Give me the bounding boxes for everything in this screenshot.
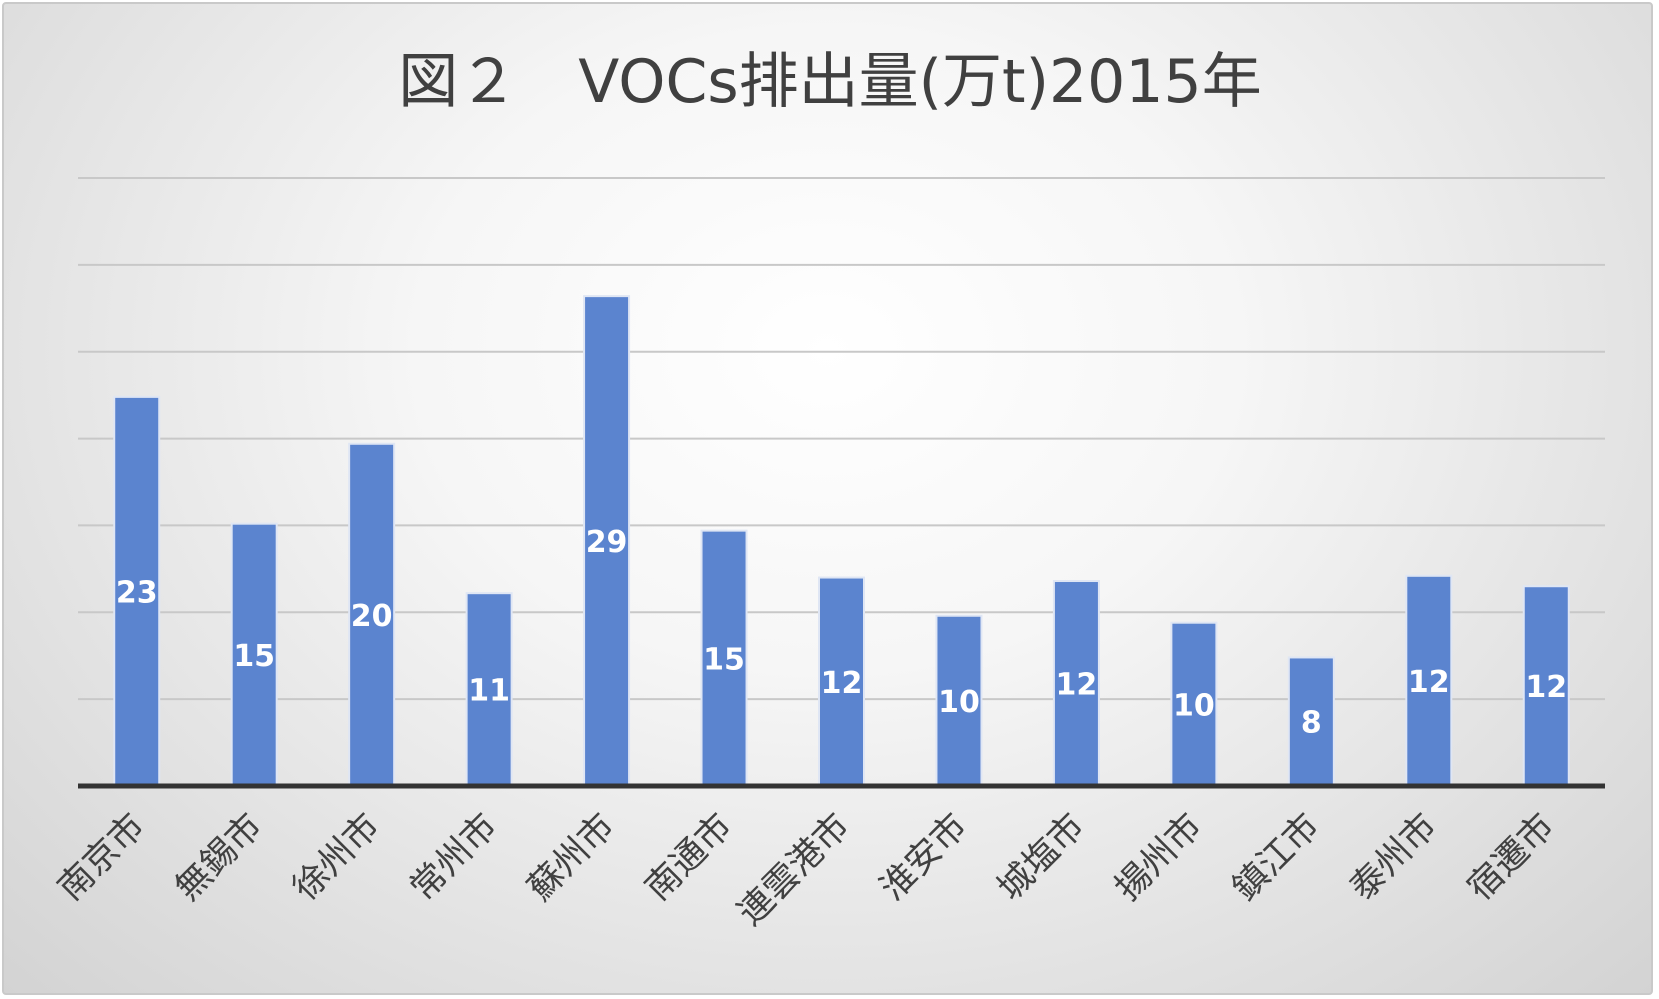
grid-lines xyxy=(78,177,1605,701)
bar xyxy=(700,529,748,788)
category-label: 鎮江市 xyxy=(1225,806,1328,909)
category-label: 無錫市 xyxy=(168,806,271,909)
data-label: 11 xyxy=(468,674,510,709)
category-label: 南京市 xyxy=(51,806,154,909)
bar xyxy=(1287,656,1335,787)
bar xyxy=(1170,621,1218,787)
bar xyxy=(465,592,513,787)
data-label: 12 xyxy=(821,666,863,701)
category-label: 淮安市 xyxy=(873,806,976,909)
data-label: 10 xyxy=(938,685,980,720)
data-label: 12 xyxy=(1525,670,1567,705)
category-label: 揚州市 xyxy=(1108,806,1211,909)
category-label: 南通市 xyxy=(638,806,741,909)
data-label: 8 xyxy=(1301,706,1322,741)
bar xyxy=(1052,580,1100,788)
category-label: 常州市 xyxy=(403,806,506,909)
data-label: 20 xyxy=(351,599,393,634)
bar xyxy=(1522,585,1570,787)
category-label: 連雲港市 xyxy=(731,806,858,933)
data-label: 12 xyxy=(1056,668,1098,703)
bar xyxy=(818,576,865,787)
bar xyxy=(1405,574,1453,788)
category-label: 城塩市 xyxy=(990,806,1093,909)
bars xyxy=(113,295,1570,788)
bar xyxy=(230,522,278,787)
data-label: 10 xyxy=(1173,688,1215,723)
category-label: 徐州市 xyxy=(285,806,388,909)
category-label: 宿遷市 xyxy=(1460,806,1563,909)
data-labels: 23 15 20 11 29 15 12 10 12 10 8 12 12 xyxy=(116,525,1567,741)
data-label: 29 xyxy=(586,525,628,560)
category-label: 蘇州市 xyxy=(520,806,623,909)
data-label: 15 xyxy=(233,639,275,674)
chart-title: 図２ VOCs排出量(万t)2015年 xyxy=(398,47,1261,117)
bar xyxy=(583,295,631,787)
data-label: 15 xyxy=(703,642,745,677)
category-label: 泰州市 xyxy=(1343,806,1446,909)
data-label: 23 xyxy=(116,575,158,610)
data-label: 12 xyxy=(1408,665,1450,700)
bar xyxy=(113,395,161,787)
